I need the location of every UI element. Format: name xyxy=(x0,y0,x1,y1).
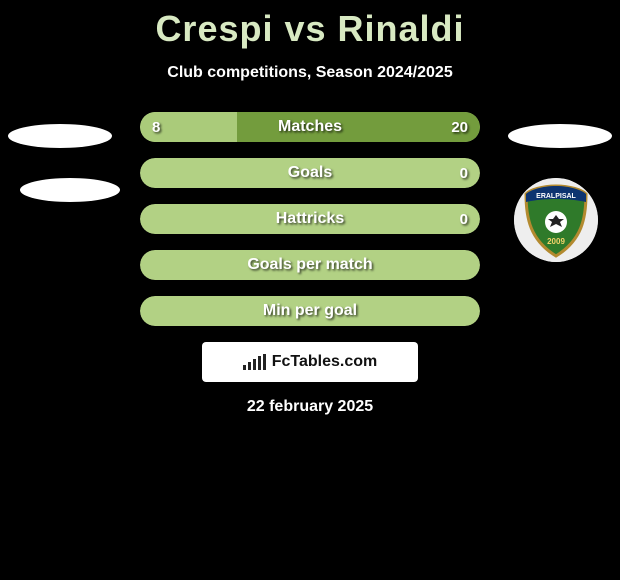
snapshot-date: 22 february 2025 xyxy=(0,398,620,416)
stat-label: Hattricks xyxy=(140,204,480,234)
attribution-text: FcTables.com xyxy=(272,353,378,371)
page-title: Crespi vs Rinaldi xyxy=(0,0,620,50)
stat-value-right: 20 xyxy=(451,112,468,142)
stat-row: Goals0 xyxy=(140,158,480,188)
stat-label: Matches xyxy=(140,112,480,142)
stat-row: Hattricks0 xyxy=(140,204,480,234)
stat-label: Goals xyxy=(140,158,480,188)
player-left-placeholder-2 xyxy=(20,178,120,202)
stat-value-left: 8 xyxy=(152,112,160,142)
club-badge-feralpisalo: ERALPISAL 2009 xyxy=(514,178,598,262)
stat-row: Min per goal xyxy=(140,296,480,326)
stat-label: Goals per match xyxy=(140,250,480,280)
player-left-placeholder-1 xyxy=(8,124,112,148)
stat-row: Matches8 20 xyxy=(140,112,480,142)
stat-value-right: 0 xyxy=(460,204,468,234)
attribution-badge: FcTables.com xyxy=(202,342,418,382)
badge-year: 2009 xyxy=(547,237,565,246)
shield-icon: ERALPISAL 2009 xyxy=(514,178,598,262)
subtitle: Club competitions, Season 2024/2025 xyxy=(0,64,620,82)
stat-value-right: 0 xyxy=(460,158,468,188)
stat-row: Goals per match xyxy=(140,250,480,280)
stat-label: Min per goal xyxy=(140,296,480,326)
badge-text: ERALPISAL xyxy=(536,193,576,200)
player-right-placeholder-1 xyxy=(508,124,612,148)
bar-chart-icon xyxy=(243,354,266,370)
